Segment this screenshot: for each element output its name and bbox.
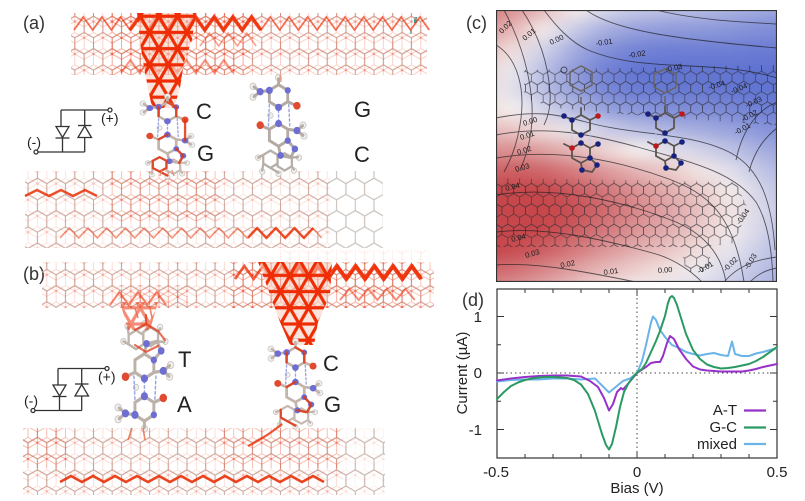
svg-text:(a): (a) bbox=[23, 13, 45, 33]
svg-text:0.01: 0.01 bbox=[603, 266, 619, 277]
svg-text:0: 0 bbox=[633, 464, 641, 481]
svg-text:0.04: 0.04 bbox=[510, 232, 526, 244]
svg-text:G-C: G-C bbox=[710, 419, 738, 436]
svg-text:(-): (-) bbox=[24, 393, 38, 409]
svg-text:T: T bbox=[178, 347, 191, 372]
svg-text:0.00: 0.00 bbox=[658, 265, 673, 275]
svg-text:-1: -1 bbox=[469, 422, 482, 439]
svg-text:0: 0 bbox=[474, 365, 482, 382]
svg-text:-0.03: -0.03 bbox=[665, 62, 684, 74]
svg-text:0.01: 0.01 bbox=[519, 129, 536, 142]
svg-text:mixed: mixed bbox=[697, 436, 737, 453]
svg-text:0.02: 0.02 bbox=[516, 144, 533, 157]
svg-text:(d): (d) bbox=[462, 290, 484, 310]
svg-text:Current (µA): Current (µA) bbox=[454, 332, 471, 415]
svg-text:C: C bbox=[196, 99, 212, 124]
svg-text:A: A bbox=[177, 392, 192, 417]
svg-text:0.5: 0.5 bbox=[767, 464, 788, 481]
svg-text:C: C bbox=[323, 351, 339, 376]
svg-text:(c): (c) bbox=[466, 13, 487, 33]
svg-text:A-T: A-T bbox=[713, 402, 737, 419]
svg-text:G: G bbox=[324, 392, 341, 417]
svg-text:-0.5: -0.5 bbox=[483, 464, 509, 481]
svg-text:(b): (b) bbox=[23, 264, 45, 284]
svg-text:1: 1 bbox=[474, 309, 482, 326]
svg-text:Bias (V): Bias (V) bbox=[610, 480, 663, 497]
svg-text:0.03: 0.03 bbox=[514, 161, 531, 174]
svg-text:G: G bbox=[197, 141, 214, 166]
svg-text:(+): (+) bbox=[101, 110, 119, 126]
svg-text:0.04: 0.04 bbox=[504, 181, 520, 193]
svg-text:G: G bbox=[354, 97, 371, 122]
svg-text:-0.01: -0.01 bbox=[595, 37, 613, 48]
svg-text:0.03: 0.03 bbox=[524, 247, 541, 260]
svg-text:(-): (-) bbox=[27, 134, 41, 150]
svg-text:0.00: 0.00 bbox=[522, 115, 539, 128]
svg-text:0.02: 0.02 bbox=[560, 258, 576, 270]
svg-text:(+): (+) bbox=[98, 369, 116, 385]
svg-text:C: C bbox=[354, 142, 370, 167]
svg-text:-0.02: -0.02 bbox=[628, 48, 646, 60]
